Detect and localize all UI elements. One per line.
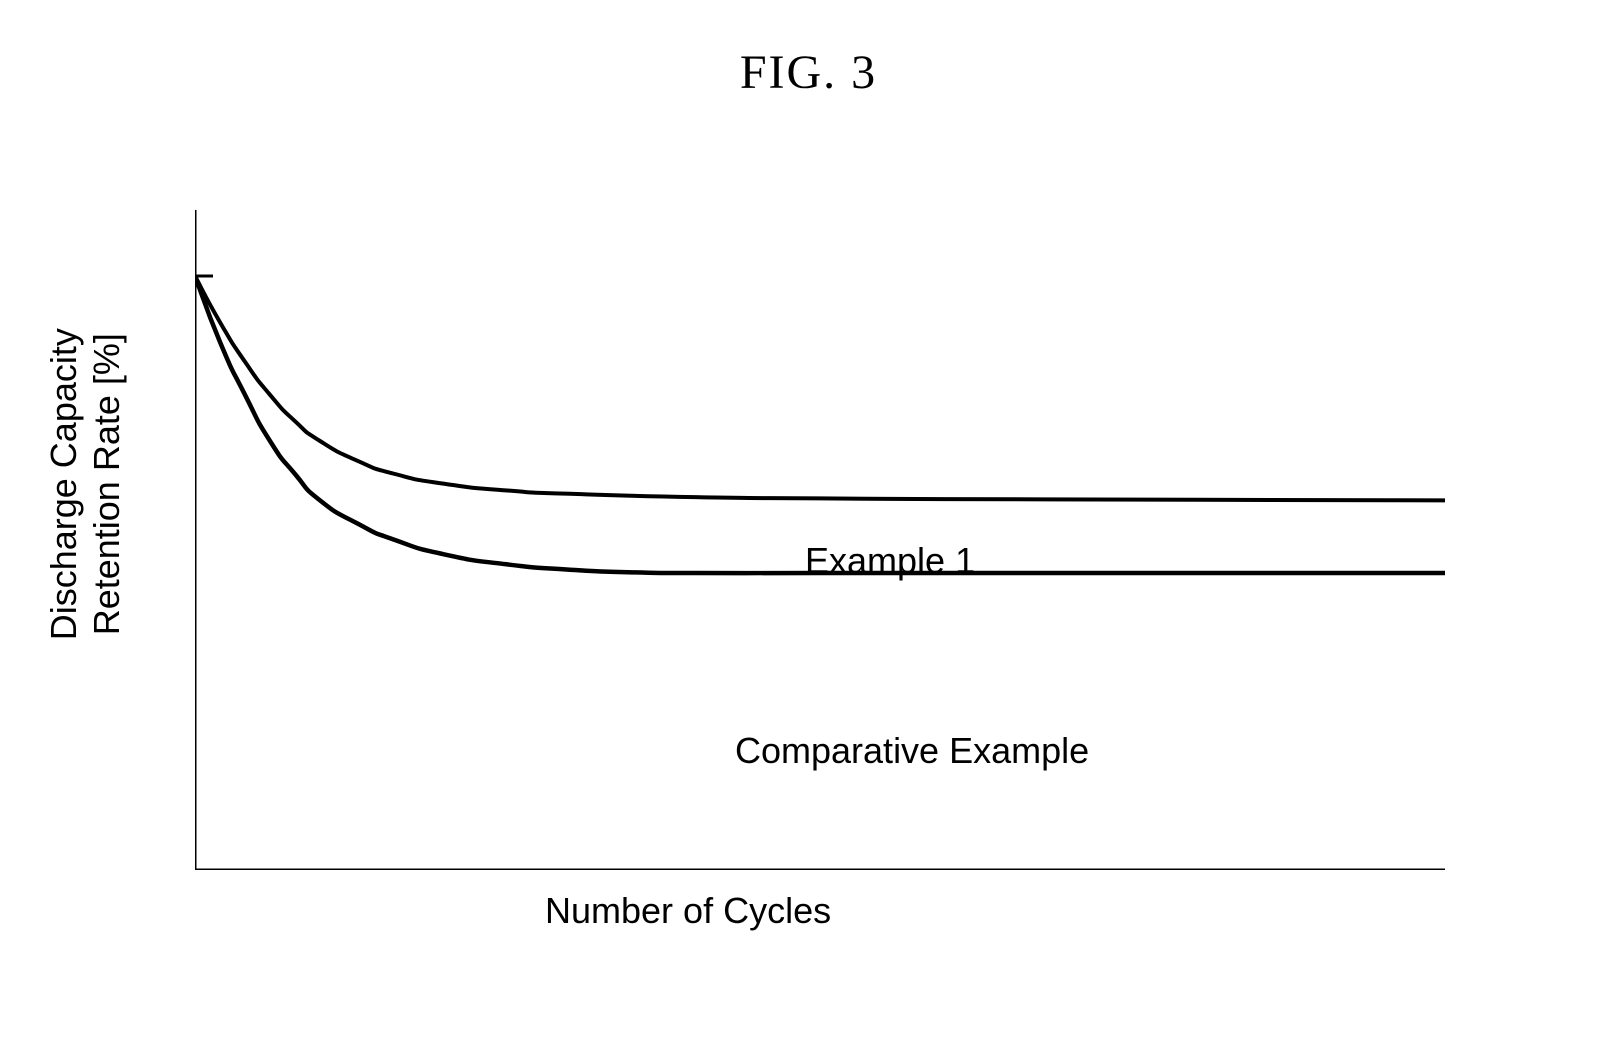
figure-title: FIG. 3 [740,45,877,100]
series-line-1 [195,276,1445,573]
y-axis-label: Discharge Capacity Retention Rate [%] [42,274,128,694]
series-label-comparative: Comparative Example [735,730,1089,772]
series-line-0 [195,276,1445,500]
series-label-example-1: Example 1 [805,540,975,582]
x-axis-label: Number of Cycles [545,890,831,932]
